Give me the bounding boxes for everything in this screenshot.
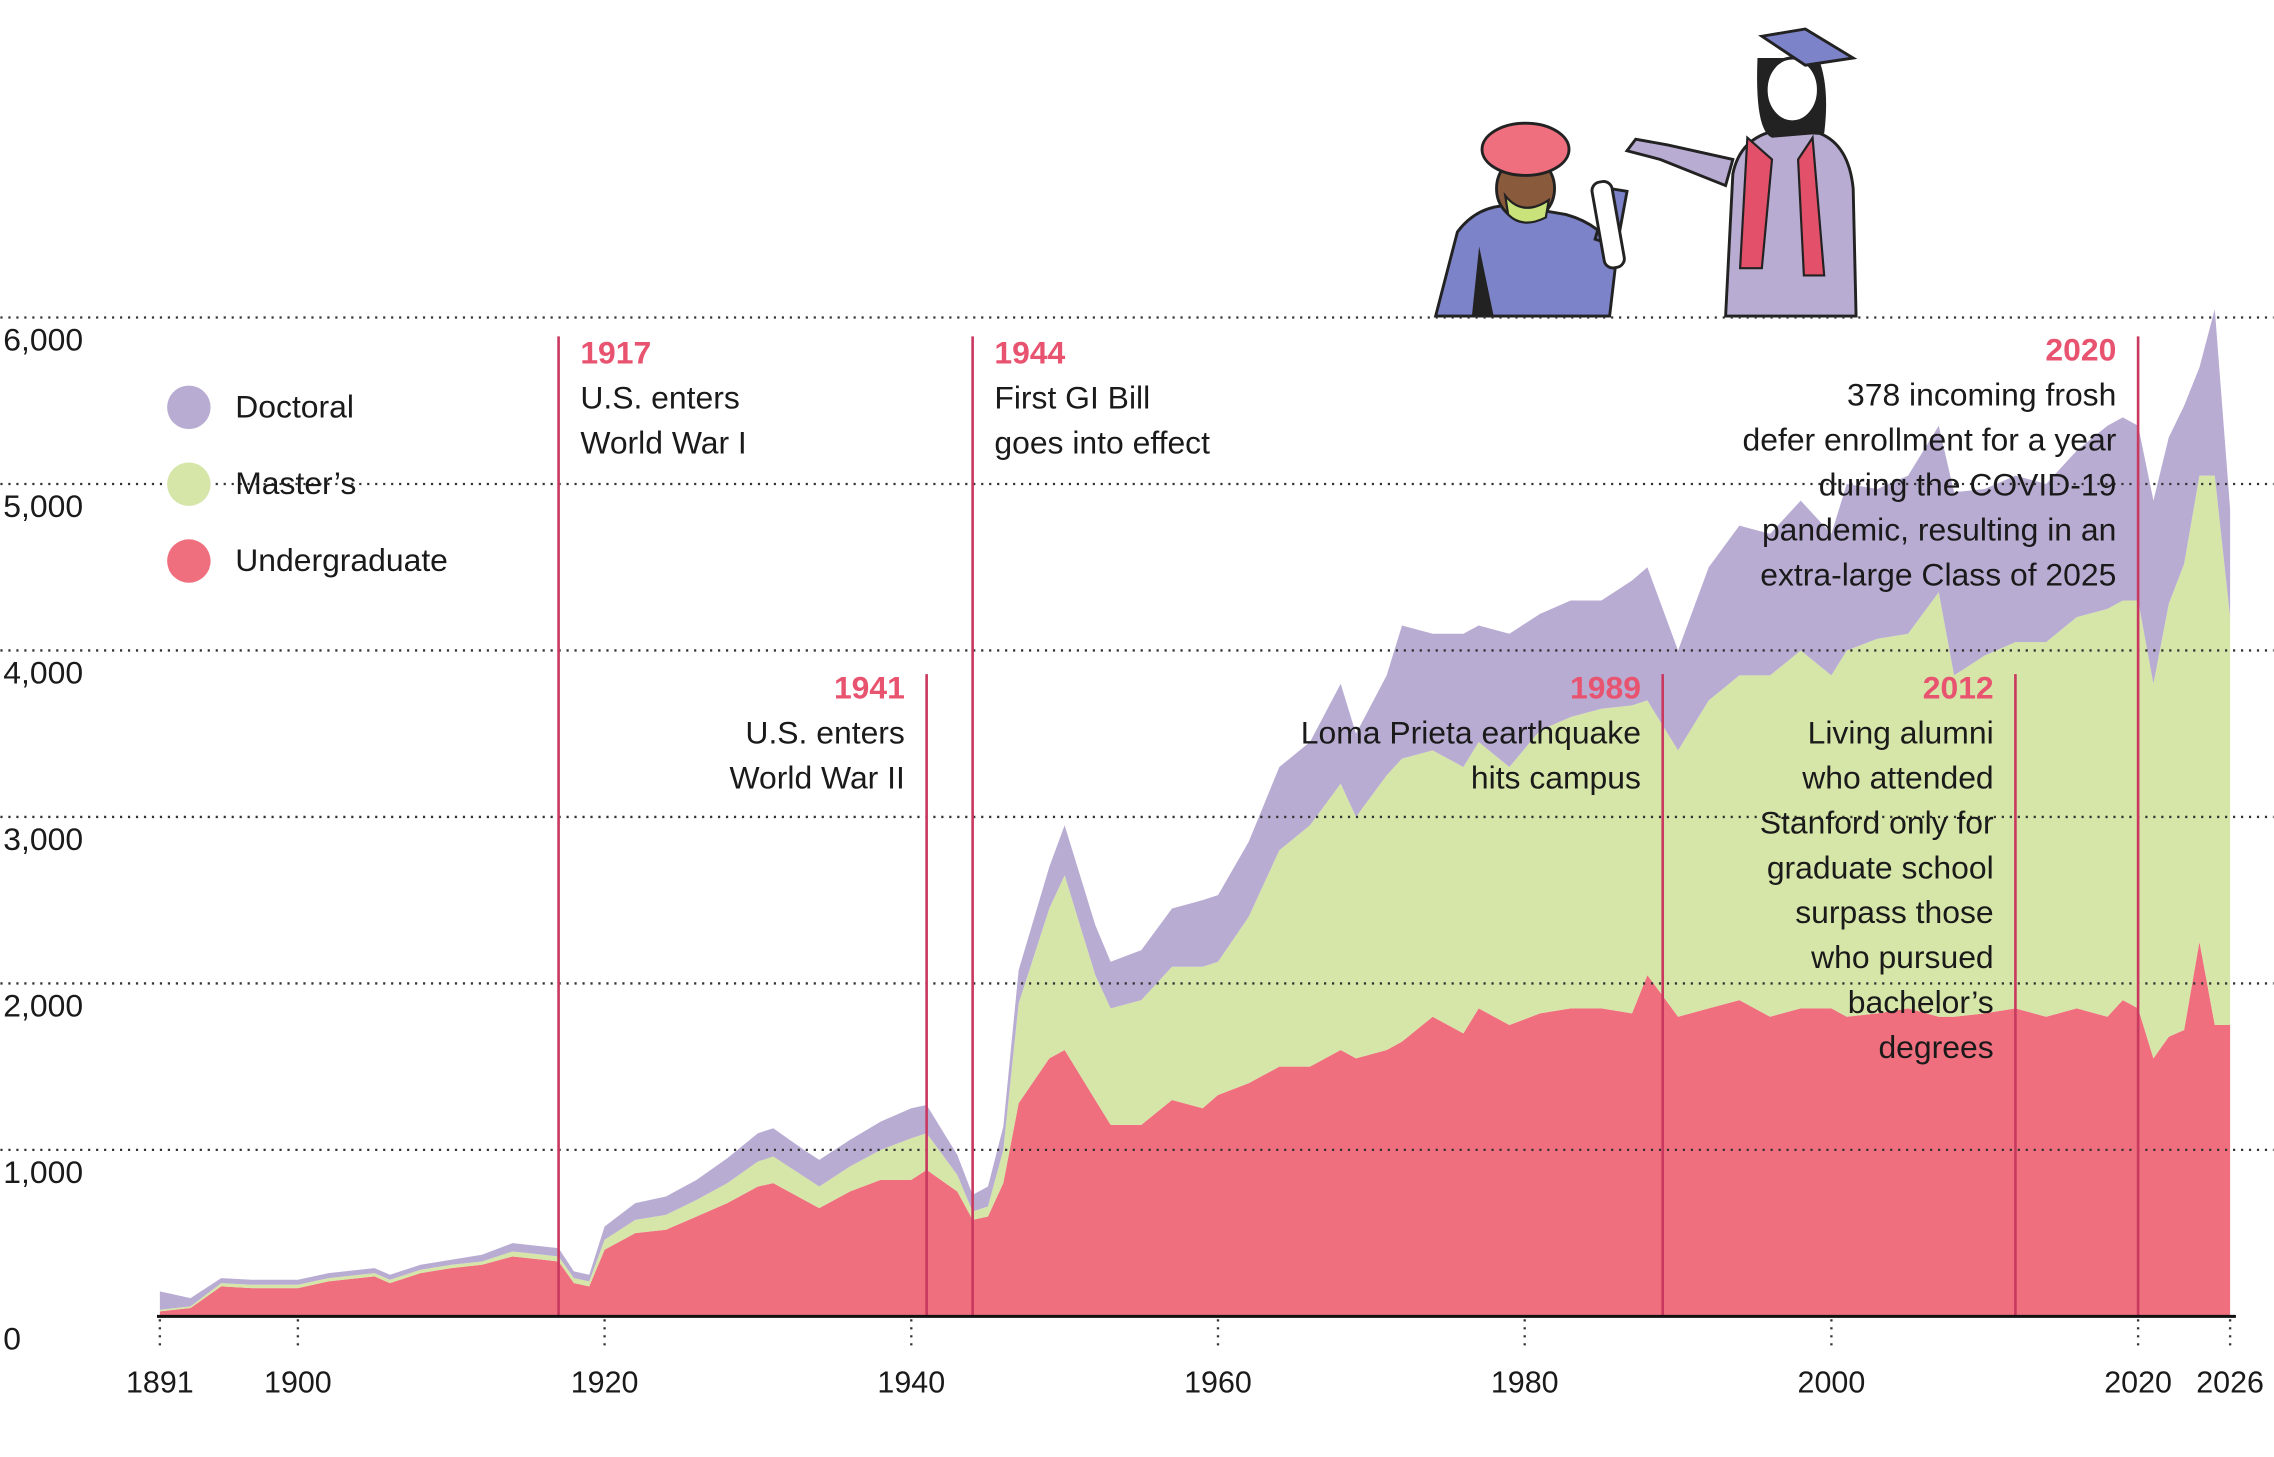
area xyxy=(159,475,2231,1312)
x-tick-label: 2020 xyxy=(2104,1366,2172,1400)
figure-cap xyxy=(1480,121,1571,177)
y-tick-label: 6,000 xyxy=(3,322,83,358)
event-text: Stanford only for xyxy=(1760,804,1994,840)
event-year: 1944 xyxy=(994,335,1065,371)
y-tick-label: 1,000 xyxy=(3,1154,83,1190)
y-tick-label: 2,000 xyxy=(3,987,83,1023)
event-text: graduate school xyxy=(1767,849,1994,885)
y-tick-label: 0 xyxy=(3,1320,21,1356)
illustration xyxy=(1433,27,1858,318)
event-text: First GI Bill xyxy=(994,380,1150,416)
event-text: pandemic, resulting in an xyxy=(1762,511,2116,547)
x-tick-label: 1980 xyxy=(1491,1366,1559,1400)
legend-swatch xyxy=(167,539,211,583)
legend-label: Master’s xyxy=(235,465,356,501)
event-text: World War II xyxy=(730,759,905,795)
event-text: defer enrollment for a year xyxy=(1743,422,2117,458)
x-tick-label: 1940 xyxy=(877,1366,945,1400)
event-text: Loma Prieta earthquake xyxy=(1301,714,1641,750)
x-tick-label: 1900 xyxy=(264,1366,332,1400)
event-year: 1989 xyxy=(1570,670,1641,706)
event-text: extra-large Class of 2025 xyxy=(1760,556,2116,592)
figure-collar xyxy=(1503,191,1551,224)
event-text: U.S. enters xyxy=(745,714,904,750)
y-tick-label: 4,000 xyxy=(3,655,83,691)
figure-arm xyxy=(1624,137,1735,188)
event-year: 1917 xyxy=(580,335,651,371)
x-tick-label: 2000 xyxy=(1798,1366,1866,1400)
areas xyxy=(159,309,2231,1317)
y-tick-label: 3,000 xyxy=(3,821,83,857)
event-text: during the COVID-19 xyxy=(1819,467,2117,503)
x-tick-label: 1891 xyxy=(126,1366,194,1400)
legend-label: Doctoral xyxy=(235,388,354,424)
legend-swatch xyxy=(167,462,211,506)
event-text: degrees xyxy=(1878,1029,1993,1065)
figure-head xyxy=(1764,56,1820,124)
event-year: 1941 xyxy=(834,670,905,706)
legend: Doctoral Master’s Undergraduate xyxy=(167,385,448,583)
x-tick-label: 2026 xyxy=(2196,1366,2264,1400)
annotations: 1917 U.S. enters World War I 1941 U.S. enter… xyxy=(557,332,2140,1317)
event-text: hits campus xyxy=(1471,759,1641,795)
event-text: World War I xyxy=(580,424,746,460)
event-text: surpass those xyxy=(1795,894,1993,930)
figure-stole xyxy=(1738,134,1826,277)
event-year: 2012 xyxy=(1923,670,1994,706)
figure-detail xyxy=(1471,246,1494,317)
legend-swatch xyxy=(167,385,211,430)
event-text: Living alumni xyxy=(1808,714,1994,750)
axes: 0 1,000 2,000 3,000 4,000 5,000 6,000 1891 1900 1… xyxy=(3,322,2264,1400)
event-text: 378 incoming frosh xyxy=(1847,377,2116,413)
y-tick-label: 5,000 xyxy=(3,488,83,524)
x-tick-label: 1960 xyxy=(1184,1366,1252,1400)
event-text: U.S. enters xyxy=(580,380,739,416)
event-text: who pursued xyxy=(1810,939,1994,975)
diploma xyxy=(1590,180,1626,270)
legend-label: Undergraduate xyxy=(235,542,448,578)
area xyxy=(159,941,2231,1317)
event-text: who attended xyxy=(1801,759,1993,795)
x-tick-label: 1920 xyxy=(571,1366,639,1400)
event-text: goes into effect xyxy=(994,424,1210,460)
event-year: 2020 xyxy=(2045,332,2116,368)
figure-cap xyxy=(1757,27,1858,67)
event-text: bachelor’s xyxy=(1848,984,1994,1020)
